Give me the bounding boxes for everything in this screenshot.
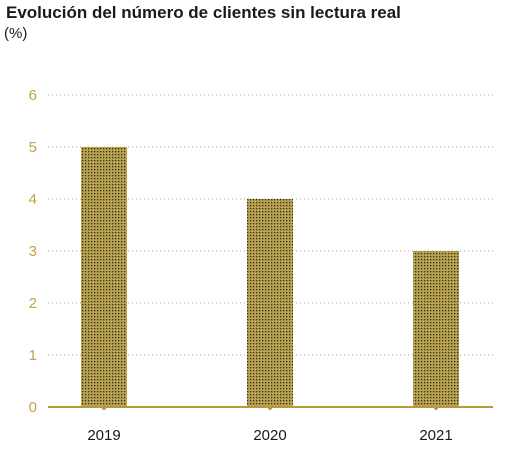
y-tick-label-6: 6 <box>29 87 37 104</box>
x-tick-label-2021: 2021 <box>419 427 452 444</box>
y-tick-label-0: 0 <box>29 399 37 416</box>
y-tick-label-3: 3 <box>29 243 37 260</box>
x-axis-marker-2020 <box>268 406 272 410</box>
chart-subtitle: (%) <box>4 25 28 42</box>
x-axis <box>48 406 493 410</box>
y-tick-labels: 0 1 2 3 4 5 6 <box>29 87 37 416</box>
bars <box>81 147 459 407</box>
chart-title: Evolución del número de clientes sin lec… <box>6 3 401 22</box>
y-tick-label-1: 1 <box>29 347 37 364</box>
y-tick-label-4: 4 <box>29 191 37 208</box>
y-tick-label-5: 5 <box>29 139 37 156</box>
bar-2021 <box>413 251 459 407</box>
x-axis-marker-2021 <box>434 406 438 410</box>
y-tick-label-2: 2 <box>29 295 37 312</box>
bar-2020 <box>247 199 293 407</box>
x-tick-label-2019: 2019 <box>87 427 120 444</box>
x-tick-labels: 2019 2020 2021 <box>87 427 452 444</box>
x-axis-marker-2019 <box>102 406 106 410</box>
bar-2019 <box>81 147 127 407</box>
x-tick-label-2020: 2020 <box>253 427 286 444</box>
